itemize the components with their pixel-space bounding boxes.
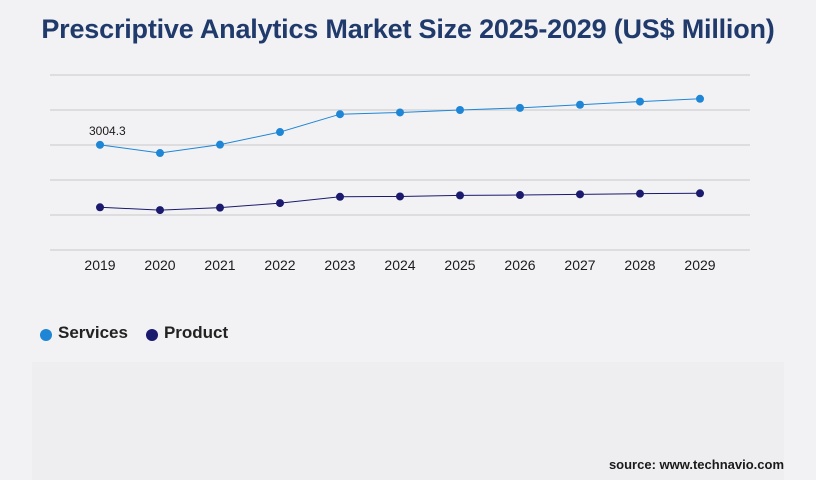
data-point-product bbox=[216, 203, 224, 212]
x-tick-label: 2024 bbox=[384, 257, 415, 273]
x-tick-label: 2019 bbox=[84, 257, 115, 273]
legend-label-product: Product bbox=[163, 323, 229, 342]
legend-marker-services bbox=[40, 328, 52, 341]
data-label: 3004.3 bbox=[89, 124, 126, 138]
x-tick-label: 2027 bbox=[564, 257, 595, 273]
data-point-product bbox=[276, 199, 284, 208]
x-tick-label: 2022 bbox=[264, 257, 295, 273]
legend-item-services: Services bbox=[40, 323, 128, 343]
data-point-product bbox=[336, 192, 344, 201]
x-tick-label: 2025 bbox=[444, 257, 475, 273]
data-point-services bbox=[396, 108, 404, 117]
data-point-services bbox=[636, 97, 644, 106]
x-tick-label: 2026 bbox=[504, 257, 535, 273]
lower-panel bbox=[32, 362, 784, 480]
chart-title: Prescriptive Analytics Market Size 2025-… bbox=[41, 14, 775, 44]
data-point-product bbox=[156, 206, 164, 215]
data-point-product bbox=[636, 189, 644, 198]
data-point-product bbox=[456, 191, 464, 200]
x-tick-label: 2020 bbox=[144, 257, 175, 273]
chart-area: 2019 2020 2021 2022 2023 2024 2025 2026 2027 2028… bbox=[50, 74, 750, 273]
data-point-services bbox=[276, 128, 284, 137]
data-point-services bbox=[216, 140, 224, 149]
data-point-product bbox=[576, 190, 584, 199]
data-point-product bbox=[516, 191, 524, 200]
legend-marker-product bbox=[145, 328, 158, 341]
data-point-services bbox=[516, 103, 524, 112]
x-tick-label: 2023 bbox=[324, 257, 355, 273]
data-point-product bbox=[96, 203, 104, 212]
legend-label-services: Services bbox=[58, 323, 128, 342]
data-point-services bbox=[156, 149, 164, 158]
chart-legend: Services Product bbox=[40, 323, 228, 343]
source-credit: source: www.technavio.com bbox=[608, 457, 784, 472]
data-point-services bbox=[96, 140, 104, 149]
data-point-services bbox=[576, 100, 584, 109]
legend-item-product: Product bbox=[145, 323, 229, 343]
data-point-services bbox=[456, 106, 464, 114]
x-tick-label: 2021 bbox=[204, 257, 235, 273]
line-chart: 2019 2020 2021 2022 2023 2024 2025 2026 2027 2028… bbox=[50, 74, 750, 273]
data-point-product bbox=[396, 192, 404, 201]
data-point-services bbox=[336, 110, 344, 119]
x-tick-label: 2029 bbox=[684, 257, 715, 273]
data-point-product bbox=[696, 189, 704, 198]
x-tick-label: 2028 bbox=[624, 257, 655, 273]
data-point-services bbox=[696, 94, 704, 103]
